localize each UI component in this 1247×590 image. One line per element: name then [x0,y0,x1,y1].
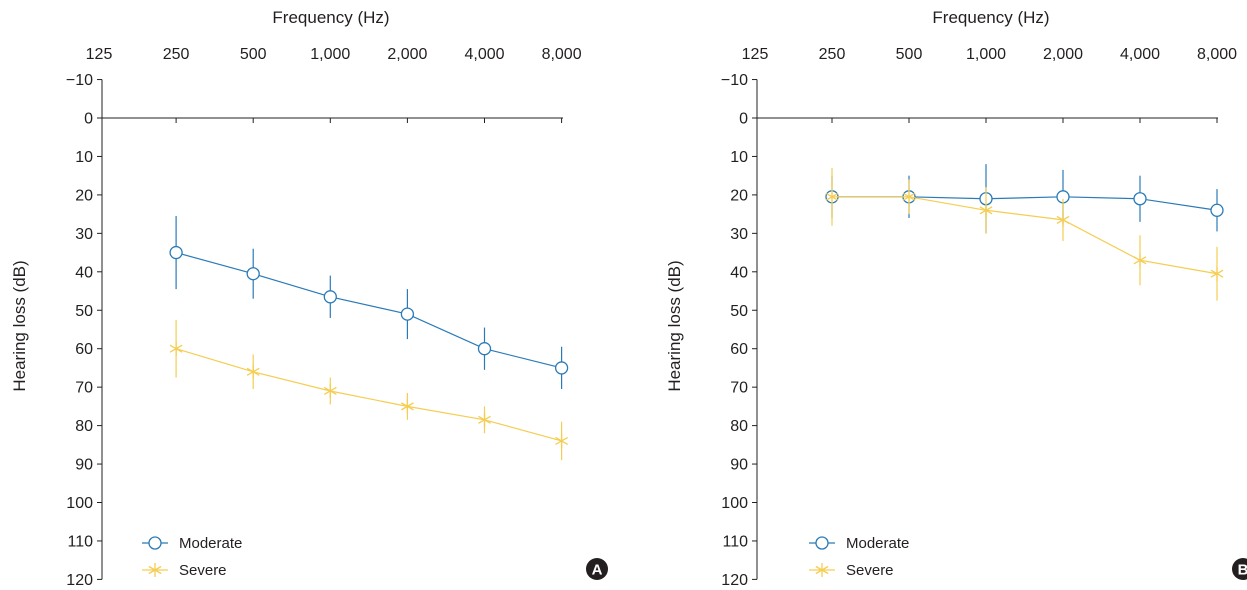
data-point-asterisk [246,364,260,379]
y-tick-label: 0 [739,111,748,128]
legend-label: Severe [846,562,894,579]
legend-marker-circle [815,536,829,550]
panel-badge-letter: A [592,562,603,579]
data-point-circle [400,307,415,321]
x-tick-label: 8,000 [542,46,582,63]
x-tick-label: 1,000 [310,46,350,63]
panel-badge-circle [1232,558,1247,580]
x-axis-title: Frequency (Hz) [272,8,389,27]
y-tick-label: 10 [730,149,748,166]
y-tick-label: 0 [84,111,93,128]
y-tick-label: 90 [75,457,93,474]
y-tick-label: 80 [75,418,93,435]
panel-badge: B [1232,558,1247,580]
data-point-asterisk [902,189,916,204]
data-point-asterisk [400,399,414,414]
panel-badge-letter: B [1238,562,1247,579]
series-moderate [825,164,1224,234]
y-axis-title: Hearing loss (dB) [10,260,29,391]
y-tick-label: 80 [730,418,748,435]
x-tick-label: 250 [819,46,846,63]
legend-marker-circle [148,536,162,550]
data-point-asterisk [825,189,839,204]
y-tick-label: 30 [730,226,748,243]
x-tick-label: 500 [896,46,923,63]
data-point-asterisk [1210,266,1224,281]
data-point-circle [169,245,183,260]
chart-panel-b: Frequency (Hz)Hearing loss (dB)125 250 500… [665,8,1247,589]
y-tick-label: 30 [75,226,93,243]
data-point-asterisk [323,383,337,398]
data-point-circle [323,290,337,304]
legend-label: Severe [179,562,227,579]
x-tick-label: 500 [240,46,267,63]
y-tick-label: 50 [75,303,93,320]
legend: Moderate Severe [142,535,242,579]
data-point-circle [477,342,492,356]
y-tick-label: 20 [75,187,93,204]
y-tick-label: 60 [75,341,93,358]
legend-marker-asterisk [148,563,162,577]
data-point-asterisk [1133,253,1147,268]
x-tick-label: 125 [86,46,113,63]
legend-label: Moderate [846,535,909,552]
series-line [832,196,1218,211]
y-tick-label: 120 [721,572,748,589]
y-tick-label: 100 [66,495,93,512]
legend-item-moderate: Moderate [142,535,242,552]
chart-panel-a: Frequency (Hz)Hearing loss (dB)125 250 500… [10,8,608,589]
legend-label: Moderate [179,535,242,552]
legend-item-severe: Severe [809,562,894,579]
y-tick-label: 110 [722,533,748,550]
y-tick-label: 40 [730,264,748,281]
data-point-circle [1133,192,1147,206]
y-tick-label: 50 [730,303,748,320]
y-tick-label: 90 [730,457,748,474]
x-tick-label: 4,000 [464,46,504,63]
x-tick-label: 8,000 [1197,46,1237,63]
data-point-asterisk [478,412,491,427]
y-tick-label: 110 [67,533,93,550]
y-axis-title: Hearing loss (dB) [665,260,684,391]
x-tick-label: 1,000 [966,46,1006,63]
y-tick-label: −10 [721,72,748,89]
x-tick-label: 125 [742,46,769,63]
series-line [175,251,562,369]
panel-badge: A [586,558,608,580]
x-tick-label: 4,000 [1120,46,1160,63]
data-point-asterisk [169,341,183,356]
data-point-asterisk [979,203,993,218]
x-tick-label: 2,000 [1043,46,1083,63]
series-moderate [169,216,569,390]
panel-badge-circle [586,558,608,580]
y-tick-label: 120 [66,572,93,589]
y-tick-label: 40 [75,264,93,281]
x-tick-label: 2,000 [387,46,427,63]
data-point-asterisk [1056,212,1070,227]
series-severe [169,319,569,461]
legend-item-severe: Severe [142,562,227,579]
legend-marker-asterisk [815,563,829,577]
legend: Moderate Severe [809,535,909,579]
y-tick-label: 10 [75,149,93,166]
y-tick-label: 100 [721,495,748,512]
x-axis-title: Frequency (Hz) [932,8,1049,27]
data-point-circle [554,361,569,375]
series-severe [825,167,1224,301]
data-point-asterisk [555,433,569,448]
y-tick-label: 60 [730,341,748,358]
y-tick-label: −10 [66,72,93,89]
legend-item-moderate: Moderate [809,535,909,552]
data-point-circle [1210,203,1224,217]
y-tick-label: 70 [75,380,93,397]
data-point-circle [246,267,260,281]
series-line [832,196,1218,275]
series-line [175,348,562,442]
x-tick-label: 250 [163,46,190,63]
y-tick-label: 70 [730,380,748,397]
y-tick-label: 20 [730,187,748,204]
